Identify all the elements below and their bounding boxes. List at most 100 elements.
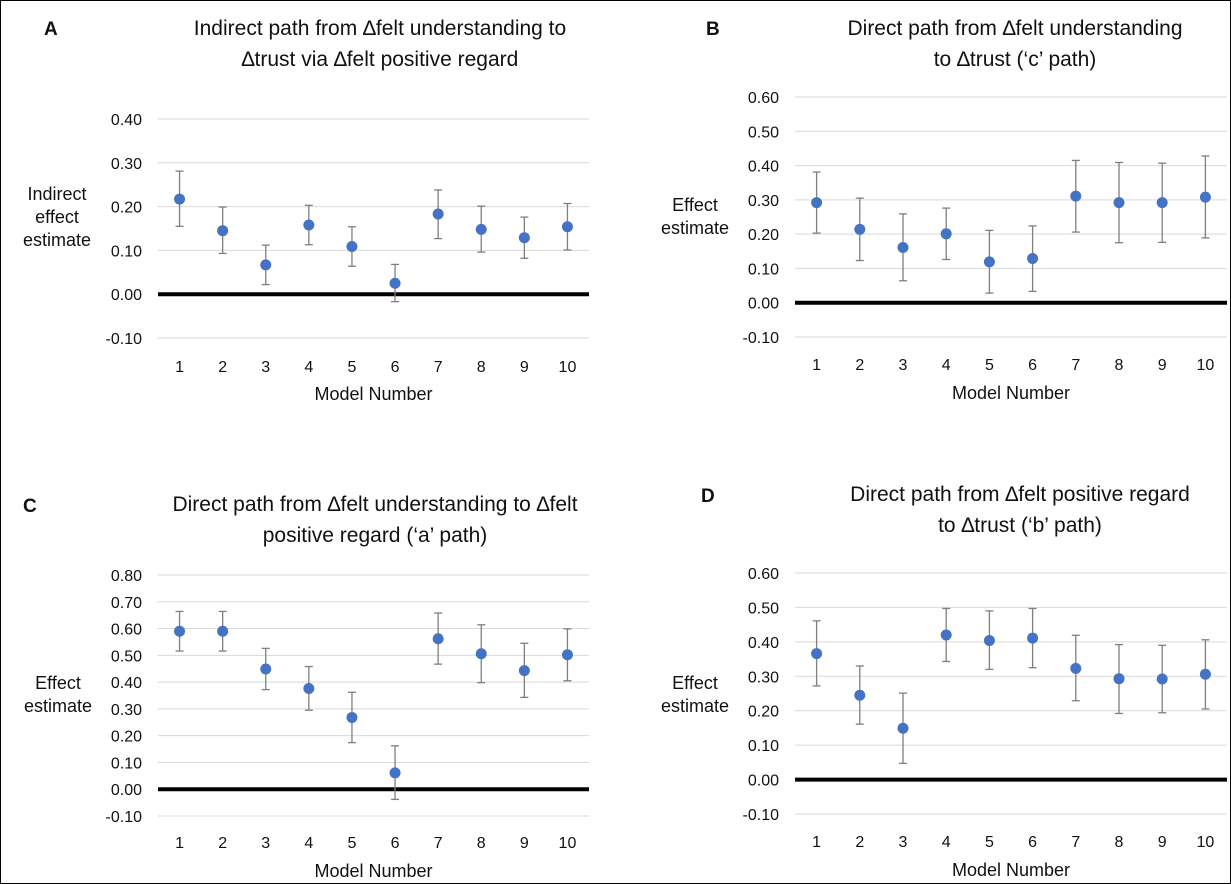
panel-title-line: to ∆trust (‘c’ path) [933, 48, 1097, 71]
data-point [432, 208, 444, 220]
x-tick-label: 3 [261, 835, 270, 852]
data-point [1113, 673, 1125, 685]
panel-title-line: to ∆trust (‘b’ path) [938, 514, 1102, 537]
data-point [897, 722, 909, 734]
y-tick-label: 0.60 [748, 566, 779, 583]
panel-a: A Indirect path from ∆felt understanding… [0, 0, 615, 442]
y-tick-label: -0.10 [743, 330, 780, 347]
y-tick-label: 0.00 [111, 782, 142, 799]
panel-letter: C [23, 496, 37, 517]
panel-title-line: ∆trust via ∆felt positive regard [241, 48, 519, 71]
y-tick-label: 0.70 [111, 595, 142, 612]
data-point [854, 223, 866, 235]
y-axis-label-line: Indirect [27, 184, 87, 204]
data-point [475, 648, 487, 660]
y-axis-label: Indirect effect estimate [12, 183, 102, 252]
x-tick-label: 4 [304, 359, 313, 376]
data-point [475, 223, 487, 235]
data-point [897, 242, 909, 254]
data-point [1156, 673, 1168, 685]
panel-title-line: Direct path from ∆felt understanding to … [172, 493, 578, 516]
data-point [346, 711, 358, 723]
y-axis-label-line: estimate [660, 696, 730, 716]
panel-letter: A [44, 19, 58, 40]
panel-title: Direct path from ∆felt positive regard t… [795, 479, 1231, 541]
chart-plot: -0.10 0.00 0.10 0.20 0.30 0.40 0.50 0.60 1 2 3 4 5 6 7… [743, 566, 1227, 880]
x-tick-label: 9 [1158, 357, 1167, 374]
y-tick-label: 0.00 [748, 773, 779, 790]
panel-title: Direct path from ∆felt understanding to … [790, 13, 1231, 75]
x-tick-label: 1 [175, 359, 184, 376]
y-tick-label: 0.50 [748, 600, 779, 617]
x-axis-label: Model Number [314, 384, 432, 404]
y-tick-label: 0.60 [748, 90, 779, 107]
y-tick-label: 0.80 [111, 568, 142, 585]
x-tick-label: 1 [175, 835, 184, 852]
y-tick-label: 0.40 [748, 159, 779, 176]
panel-letter: D [701, 486, 715, 507]
data-point [1027, 252, 1039, 264]
x-tick-label: 5 [347, 359, 356, 376]
x-tick-label: 10 [1197, 357, 1215, 374]
x-axis-label: Model Number [952, 383, 1070, 403]
x-axis-label: Model Number [952, 860, 1070, 880]
x-tick-label: 10 [1197, 834, 1215, 851]
x-tick-label: 8 [477, 835, 486, 852]
data-point [260, 259, 272, 271]
y-tick-label: 0.30 [111, 156, 142, 173]
x-tick-label: 6 [391, 359, 400, 376]
chart-plot: -0.10 0.00 0.10 0.20 0.30 0.40 0.50 0.60 0.70 0.8… [106, 568, 589, 881]
y-tick-label: 0.00 [748, 296, 779, 313]
data-point [561, 649, 573, 661]
y-tick-label: 0.10 [748, 738, 779, 755]
y-axis-label-line: estimate [23, 696, 93, 716]
data-point [389, 767, 401, 779]
data-point [1156, 197, 1168, 209]
x-tick-label: 5 [985, 357, 994, 374]
data-point [1027, 632, 1039, 644]
y-tick-label: 0.00 [111, 287, 142, 304]
x-tick-label: 4 [942, 834, 951, 851]
data-point [303, 219, 315, 231]
panel-letter: B [706, 19, 720, 40]
y-tick-label: -0.10 [743, 807, 780, 824]
data-point [432, 633, 444, 645]
y-axis-label-line: Effect [35, 673, 81, 693]
y-tick-label: -0.10 [106, 809, 143, 826]
y-axis-label-line: estimate [660, 218, 730, 238]
x-tick-label: 2 [218, 835, 227, 852]
data-point [1070, 190, 1082, 202]
data-point [1199, 668, 1211, 680]
y-tick-label: 0.60 [111, 622, 142, 639]
data-point [518, 665, 530, 677]
y-axis-label: Effect estimate [645, 672, 745, 718]
x-tick-label: 7 [434, 835, 443, 852]
y-tick-label: 0.30 [748, 193, 779, 210]
data-point [983, 634, 995, 646]
x-tick-label: 9 [1158, 834, 1167, 851]
data-point [1199, 191, 1211, 203]
x-tick-label: 6 [1028, 357, 1037, 374]
panel-title: Direct path from ∆felt understanding to … [130, 489, 620, 551]
y-axis-label-line: Effect [672, 195, 718, 215]
data-point [389, 277, 401, 289]
data-point [561, 221, 573, 233]
y-tick-label: 0.10 [111, 755, 142, 772]
y-tick-label: 0.40 [111, 675, 142, 692]
data-point [260, 663, 272, 675]
x-tick-label: 6 [391, 835, 400, 852]
x-tick-label: 10 [559, 835, 577, 852]
y-tick-label: -0.10 [106, 331, 143, 348]
data-point [1070, 662, 1082, 674]
data-point [174, 625, 186, 637]
x-tick-label: 4 [304, 835, 313, 852]
y-axis-label: Effect estimate [8, 672, 108, 718]
y-tick-label: 0.50 [111, 648, 142, 665]
y-tick-label: 0.10 [748, 261, 779, 278]
x-axis-label: Model Number [314, 861, 432, 881]
y-tick-label: 0.30 [111, 702, 142, 719]
y-tick-label: 0.30 [748, 669, 779, 686]
x-tick-label: 5 [985, 834, 994, 851]
x-tick-label: 1 [812, 834, 821, 851]
